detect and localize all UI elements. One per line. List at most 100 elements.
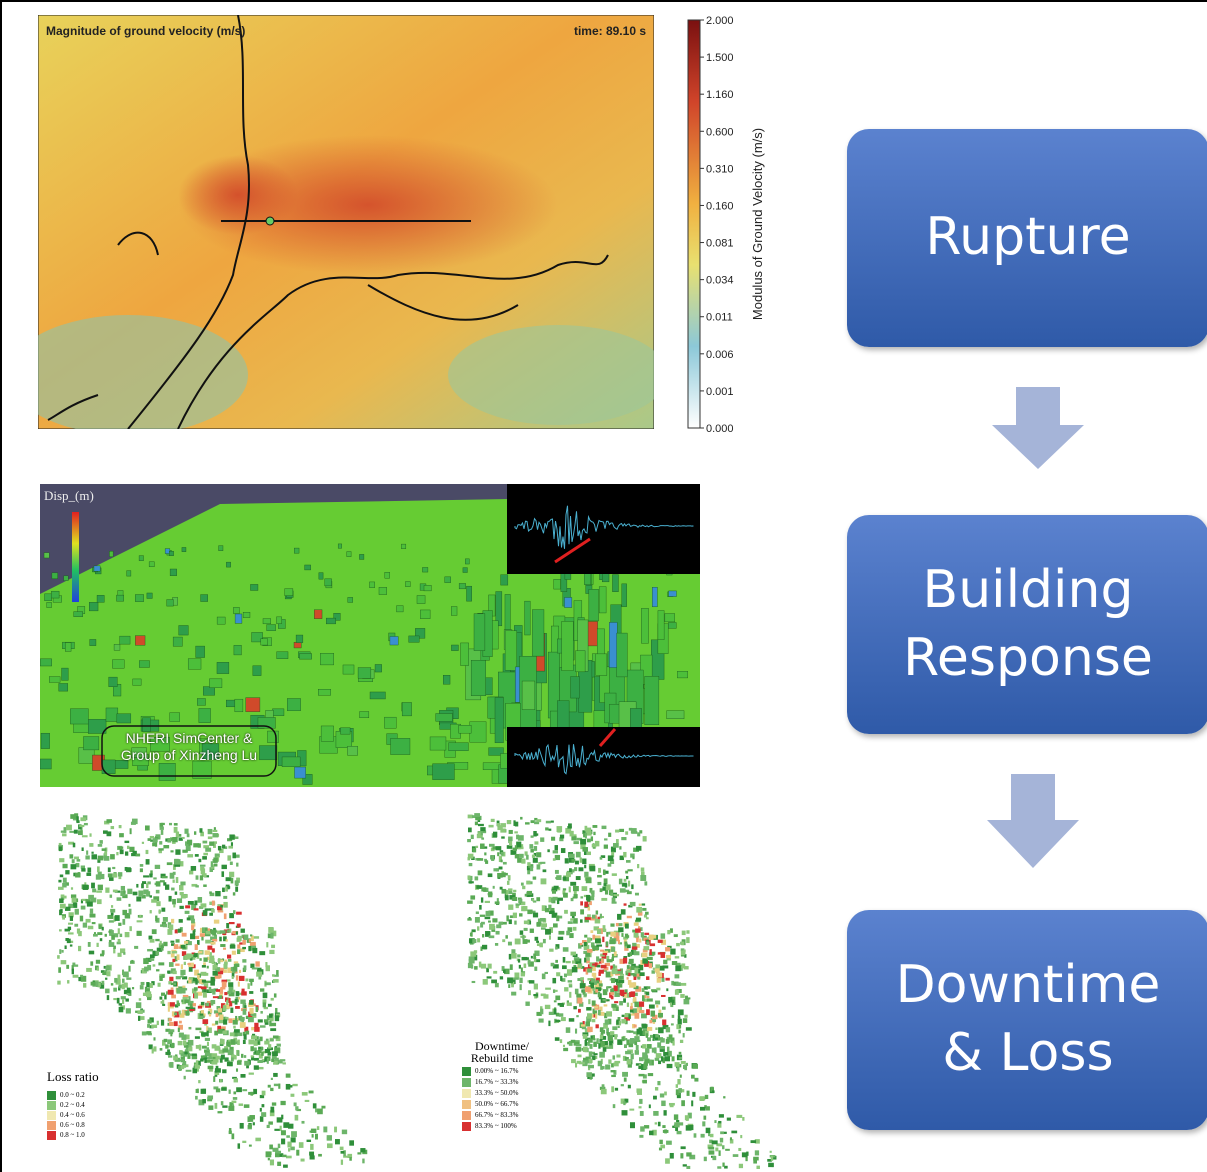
parcel xyxy=(190,954,196,959)
parcel xyxy=(172,970,177,975)
parcel xyxy=(215,1065,219,1071)
parcel xyxy=(163,882,167,886)
parcel xyxy=(113,916,116,922)
parcel xyxy=(202,927,206,933)
building xyxy=(342,664,355,675)
legend-row: 16.7% ~ 33.3% xyxy=(462,1077,518,1088)
parcel xyxy=(497,825,503,831)
parcel xyxy=(217,996,221,999)
parcel xyxy=(229,1032,235,1037)
parcel xyxy=(229,944,236,949)
parcel xyxy=(651,1014,658,1020)
parcel xyxy=(139,864,144,867)
parcel xyxy=(710,1086,714,1092)
parcel xyxy=(170,982,174,986)
parcel xyxy=(202,840,208,844)
parcel xyxy=(242,939,246,945)
parcel xyxy=(582,1021,585,1027)
parcel xyxy=(590,1035,594,1040)
parcel xyxy=(182,976,188,980)
parcel xyxy=(229,1046,234,1051)
parcel xyxy=(629,901,636,907)
parcel xyxy=(632,1008,638,1015)
parcel xyxy=(507,977,513,984)
parcel xyxy=(187,900,194,905)
parcel xyxy=(637,926,641,930)
colorbar-tick-label: 0.001 xyxy=(706,386,734,398)
parcel xyxy=(650,1010,656,1017)
building xyxy=(451,606,458,616)
parcel xyxy=(168,1045,171,1048)
parcel xyxy=(604,1012,608,1019)
parcel xyxy=(211,900,215,906)
parcel xyxy=(691,1100,694,1107)
parcel xyxy=(576,1015,579,1018)
parcel xyxy=(648,934,654,940)
parcel xyxy=(584,901,589,908)
parcel xyxy=(262,1051,267,1054)
parcel xyxy=(152,842,157,847)
parcel xyxy=(488,935,495,939)
parcel xyxy=(262,992,268,999)
building xyxy=(347,597,353,603)
parcel xyxy=(639,1057,644,1062)
colorbar-tick-label: 0.310 xyxy=(706,163,734,175)
parcel xyxy=(71,965,74,971)
parcel xyxy=(536,943,541,947)
parcel xyxy=(233,1078,239,1083)
parcel xyxy=(185,841,188,846)
parcel xyxy=(639,972,645,977)
parcel xyxy=(725,1148,730,1151)
parcel xyxy=(542,869,547,873)
parcel xyxy=(210,976,216,982)
parcel xyxy=(229,861,233,865)
parcel xyxy=(201,965,206,968)
building xyxy=(203,686,215,696)
parcel xyxy=(239,948,245,953)
parcel xyxy=(119,849,124,855)
parcel xyxy=(114,915,120,921)
parcel xyxy=(565,960,571,964)
parcel xyxy=(610,846,616,853)
parcel xyxy=(553,923,558,928)
parcel xyxy=(578,867,584,872)
parcel xyxy=(263,1019,269,1023)
parcel xyxy=(583,942,587,947)
parcel xyxy=(112,889,118,893)
parcel xyxy=(173,904,176,908)
parcel xyxy=(85,855,90,860)
parcel xyxy=(477,823,484,827)
parcel xyxy=(248,1039,255,1045)
parcel xyxy=(116,897,122,901)
parcel xyxy=(564,987,569,992)
parcel xyxy=(595,910,599,915)
parcel xyxy=(231,975,234,979)
credit-holder: NHERI SimCenter & Group of Xinzheng Lu xyxy=(121,730,257,763)
parcel xyxy=(532,876,537,880)
parcel xyxy=(668,1102,675,1106)
parcel xyxy=(199,1030,204,1033)
parcel xyxy=(285,1155,292,1159)
parcel xyxy=(606,931,609,937)
parcel xyxy=(474,917,480,923)
parcel xyxy=(589,896,595,901)
building xyxy=(488,747,504,756)
parcel xyxy=(543,994,549,999)
parcel xyxy=(173,1021,178,1027)
parcel xyxy=(471,980,476,984)
parcel xyxy=(189,870,194,875)
parcel xyxy=(580,843,586,850)
parcel xyxy=(672,1040,675,1046)
parcel xyxy=(200,903,207,908)
parcel xyxy=(215,1020,219,1025)
parcel xyxy=(235,931,238,935)
parcel xyxy=(519,913,523,917)
parcel xyxy=(467,875,471,880)
parcel xyxy=(241,1053,244,1058)
parcel xyxy=(178,1024,183,1030)
parcel xyxy=(545,820,551,824)
parcel xyxy=(215,1088,221,1093)
parcel xyxy=(658,965,665,971)
parcel xyxy=(573,957,580,961)
parcel xyxy=(213,827,216,833)
